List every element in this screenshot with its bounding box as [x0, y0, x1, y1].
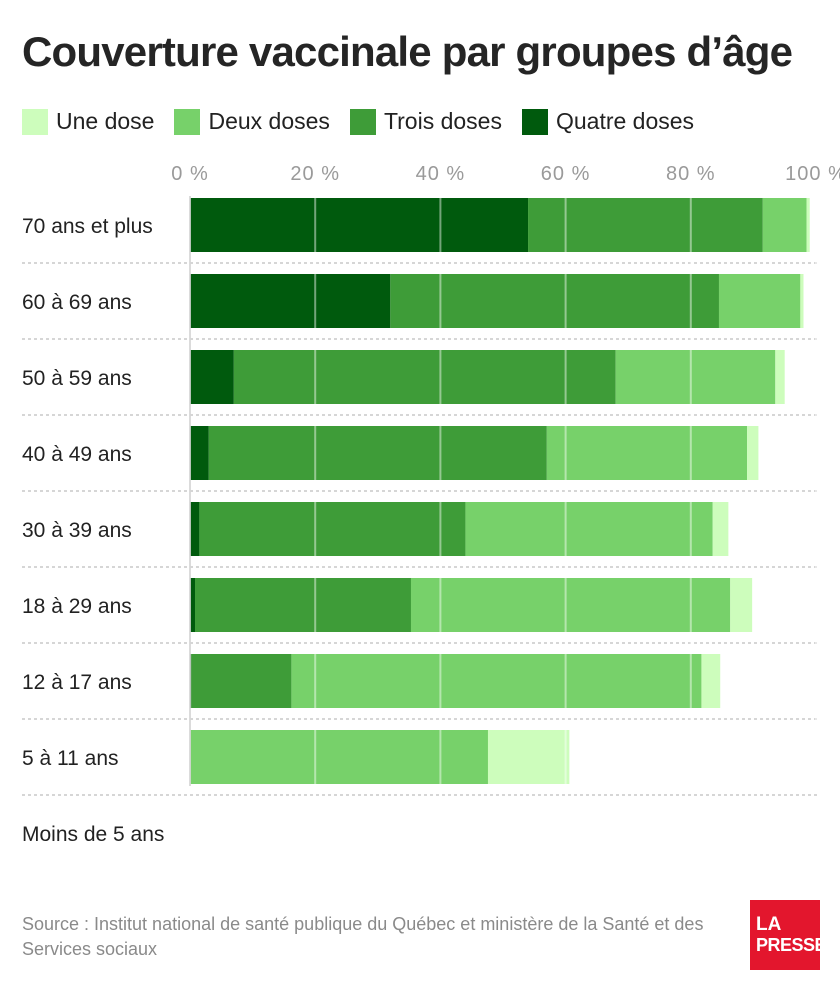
category-label: 12 à 17 ans	[22, 671, 132, 694]
bar-segment	[487, 730, 570, 784]
legend-swatch	[22, 108, 48, 135]
bar-segment	[747, 426, 759, 480]
category-label: 5 à 11 ans	[22, 747, 119, 770]
legend-label: Une dose	[56, 108, 155, 134]
bar-segment	[190, 578, 196, 632]
legend-item: Trois doses	[349, 108, 502, 135]
x-tick-label: 100 %	[785, 163, 840, 185]
x-tick-label: 80 %	[666, 163, 716, 185]
bar-segment	[291, 654, 702, 708]
legend-item: Quatre doses	[521, 108, 695, 135]
legend-item: Deux doses	[174, 108, 330, 135]
x-tick-label: 60 %	[541, 163, 591, 185]
bar-segment	[190, 198, 529, 252]
category-label: 18 à 29 ans	[22, 595, 132, 618]
stacked-bar-chart: 0 % 20 % 40 % 60 % 80 % 100 % 70 ans et plus 60…	[22, 163, 840, 846]
bar-segment	[546, 426, 748, 480]
category-label: 40 à 49 ans	[22, 443, 132, 466]
legend-swatch	[521, 108, 548, 135]
legend-label: Trois doses	[383, 108, 502, 134]
bar-segment	[390, 274, 719, 328]
legend-label: Deux doses	[208, 108, 330, 134]
la-presse-logo: LA PRESSE	[750, 900, 827, 970]
category-label: 70 ans et plus	[22, 215, 153, 238]
category-label: 30 à 39 ans	[22, 519, 132, 542]
bar-segment	[191, 654, 292, 708]
x-tick-label: 0 %	[171, 163, 208, 185]
logo-line-1: LA	[756, 914, 782, 935]
bar-segment	[806, 198, 810, 252]
bar-segment	[701, 654, 721, 708]
legend: Une dose Deux doses Trois doses Quatre dose…	[22, 108, 714, 135]
legend-label: Quatre doses	[555, 108, 695, 134]
logo-line-2: PRESSE	[756, 935, 827, 955]
bar-segment	[190, 426, 209, 480]
bar-segment	[775, 350, 785, 404]
bar-segment	[718, 274, 801, 328]
x-tick-label: 40 %	[416, 163, 466, 185]
bar-segment	[800, 274, 804, 328]
legend-swatch	[349, 108, 376, 135]
bar-segment	[233, 350, 616, 404]
bar-segment	[190, 502, 200, 556]
chart-title: Couverture vaccinale par groupes d’âge	[22, 28, 793, 75]
bar-segment	[410, 578, 731, 632]
bar-segment	[528, 198, 763, 252]
source-note: Source : Institut national de santé publ…	[22, 914, 704, 959]
bar-segment	[190, 730, 488, 784]
legend-item: Une dose	[22, 108, 154, 135]
bar-segment	[730, 578, 753, 632]
bar-segment	[712, 502, 729, 556]
category-label: 50 à 59 ans	[22, 367, 132, 390]
category-label: Moins de 5 ans	[22, 823, 164, 846]
bar-segment	[762, 198, 807, 252]
bar-segment	[190, 350, 234, 404]
bar-segment	[195, 578, 411, 632]
bar-segment	[615, 350, 776, 404]
category-label: 60 à 69 ans	[22, 291, 132, 314]
bar-segment	[208, 426, 547, 480]
bar-segment	[199, 502, 466, 556]
bar-segment	[465, 502, 713, 556]
legend-swatch	[174, 108, 201, 135]
x-tick-label: 20 %	[290, 163, 340, 185]
bar-segment	[190, 274, 391, 328]
